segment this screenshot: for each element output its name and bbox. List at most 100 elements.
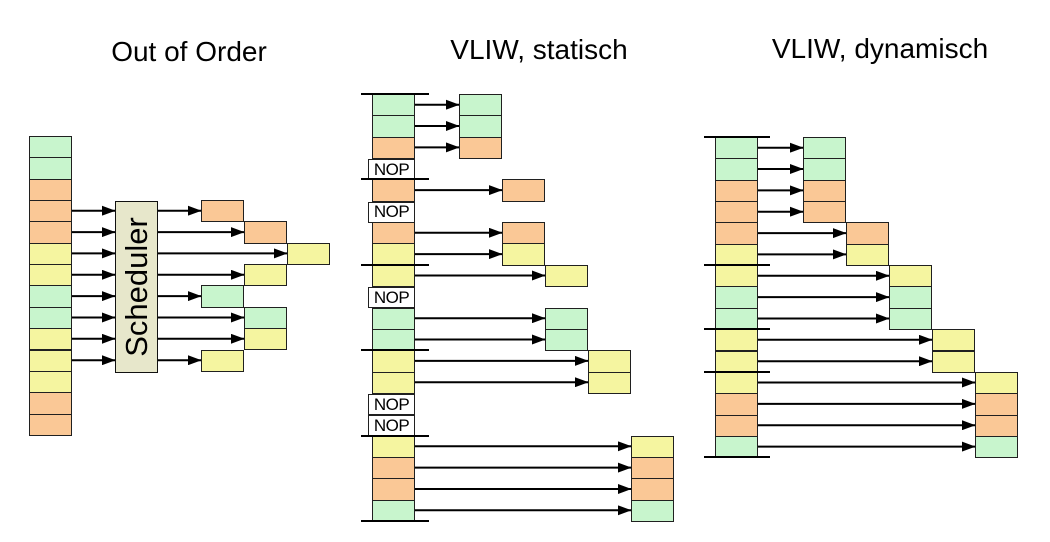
instruction-cell bbox=[29, 285, 72, 308]
nop-cell: NOP bbox=[368, 201, 415, 224]
title-out-of-order: Out of Order bbox=[111, 36, 267, 67]
bundle-separator bbox=[704, 370, 770, 373]
executed-instruction-cell bbox=[846, 222, 889, 245]
instruction-cell bbox=[715, 179, 758, 203]
instruction-cell bbox=[29, 178, 72, 202]
executed-instruction-cell bbox=[502, 179, 545, 202]
nop-cell: NOP bbox=[368, 393, 415, 416]
executed-instruction-cell bbox=[889, 307, 932, 331]
executed-instruction-cell bbox=[459, 115, 502, 138]
instruction-cell bbox=[29, 264, 72, 287]
instruction-cell bbox=[715, 350, 758, 373]
executed-instruction-cell bbox=[975, 435, 1018, 459]
executed-instruction-cell bbox=[588, 371, 631, 394]
instruction-cell bbox=[715, 307, 758, 331]
instruction-cell bbox=[29, 306, 72, 330]
executed-instruction-cell bbox=[244, 221, 287, 244]
instruction-cell bbox=[29, 242, 72, 266]
executed-instruction-cell bbox=[502, 243, 545, 266]
bundle-separator bbox=[704, 264, 770, 267]
instruction-cell bbox=[29, 136, 72, 159]
nop-cell: NOP bbox=[368, 415, 415, 437]
executed-instruction-cell bbox=[459, 94, 502, 117]
executed-instruction-cell bbox=[631, 435, 674, 458]
executed-instruction-cell bbox=[975, 414, 1018, 437]
instruction-cell bbox=[372, 435, 415, 458]
executed-instruction-cell bbox=[545, 328, 588, 352]
instruction-cell bbox=[715, 414, 758, 437]
executed-instruction-cell bbox=[803, 201, 846, 224]
bundle-separator bbox=[361, 520, 429, 522]
executed-instruction-cell bbox=[932, 329, 975, 352]
bundle-separator bbox=[361, 349, 429, 352]
instruction-cell bbox=[29, 370, 72, 394]
instruction-cell bbox=[715, 435, 758, 459]
instruction-cell bbox=[715, 158, 758, 181]
instruction-cell bbox=[372, 350, 415, 373]
scheduler-label: Scheduler bbox=[118, 217, 154, 357]
nop-cell: NOP bbox=[368, 159, 415, 181]
instruction-cell bbox=[372, 456, 415, 480]
instruction-cell bbox=[715, 201, 758, 224]
executed-instruction-cell bbox=[803, 137, 846, 160]
bundle-separator bbox=[704, 456, 770, 459]
instruction-cell bbox=[372, 115, 415, 138]
bundle-separator bbox=[704, 136, 770, 138]
instruction-cell bbox=[715, 393, 758, 416]
instruction-cell bbox=[372, 243, 415, 266]
instruction-cell bbox=[29, 157, 72, 180]
executed-instruction-cell bbox=[244, 328, 287, 351]
nop-cell: NOP bbox=[368, 287, 415, 309]
executed-instruction-cell bbox=[889, 286, 932, 309]
executed-instruction-cell bbox=[201, 285, 244, 308]
executed-instruction-cell bbox=[975, 371, 1018, 395]
instruction-cell bbox=[372, 307, 415, 330]
bundle-separator bbox=[361, 434, 429, 437]
instruction-cell bbox=[372, 222, 415, 245]
instruction-cell bbox=[372, 371, 415, 394]
instruction-cell bbox=[29, 200, 72, 223]
scheduler-box: Scheduler bbox=[115, 201, 158, 373]
bundle-separator bbox=[704, 328, 770, 331]
executed-instruction-cell bbox=[846, 243, 889, 267]
bundle-separator bbox=[361, 263, 429, 266]
instruction-cell bbox=[372, 94, 415, 117]
bundle-separator bbox=[361, 93, 429, 95]
instruction-cell bbox=[715, 243, 758, 267]
executed-instruction-cell bbox=[459, 136, 502, 160]
instruction-cell bbox=[29, 328, 72, 351]
executed-instruction-cell bbox=[975, 393, 1018, 416]
executed-instruction-cell bbox=[201, 200, 244, 223]
executed-instruction-cell bbox=[244, 264, 287, 287]
executed-instruction-cell bbox=[287, 242, 330, 266]
executed-instruction-cell bbox=[631, 478, 674, 501]
instruction-cell bbox=[715, 286, 758, 309]
instruction-cell bbox=[372, 328, 415, 352]
executed-instruction-cell bbox=[803, 179, 846, 203]
executed-instruction-cell bbox=[631, 499, 674, 522]
executed-instruction-cell bbox=[201, 349, 244, 372]
executed-instruction-cell bbox=[545, 307, 588, 330]
executed-instruction-cell bbox=[588, 350, 631, 373]
instruction-cell bbox=[715, 371, 758, 395]
instruction-cell bbox=[372, 136, 415, 160]
executed-instruction-cell bbox=[889, 265, 932, 288]
instruction-cell bbox=[29, 392, 72, 415]
instruction-cell bbox=[715, 329, 758, 352]
instruction-cell bbox=[715, 265, 758, 288]
instruction-cell bbox=[29, 221, 72, 244]
executed-instruction-cell bbox=[545, 264, 588, 288]
instruction-cell bbox=[372, 179, 415, 202]
executed-instruction-cell bbox=[932, 350, 975, 373]
executed-instruction-cell bbox=[803, 158, 846, 181]
executed-instruction-cell bbox=[244, 306, 287, 330]
instruction-cell bbox=[372, 478, 415, 501]
bundle-separator bbox=[361, 178, 429, 181]
instruction-cell bbox=[372, 499, 415, 522]
instruction-cell bbox=[715, 137, 758, 160]
executed-instruction-cell bbox=[502, 222, 545, 245]
instruction-cell bbox=[29, 349, 72, 372]
title-vliw-dynamic: VLIW, dynamisch bbox=[771, 33, 989, 64]
instruction-cell bbox=[29, 413, 72, 436]
